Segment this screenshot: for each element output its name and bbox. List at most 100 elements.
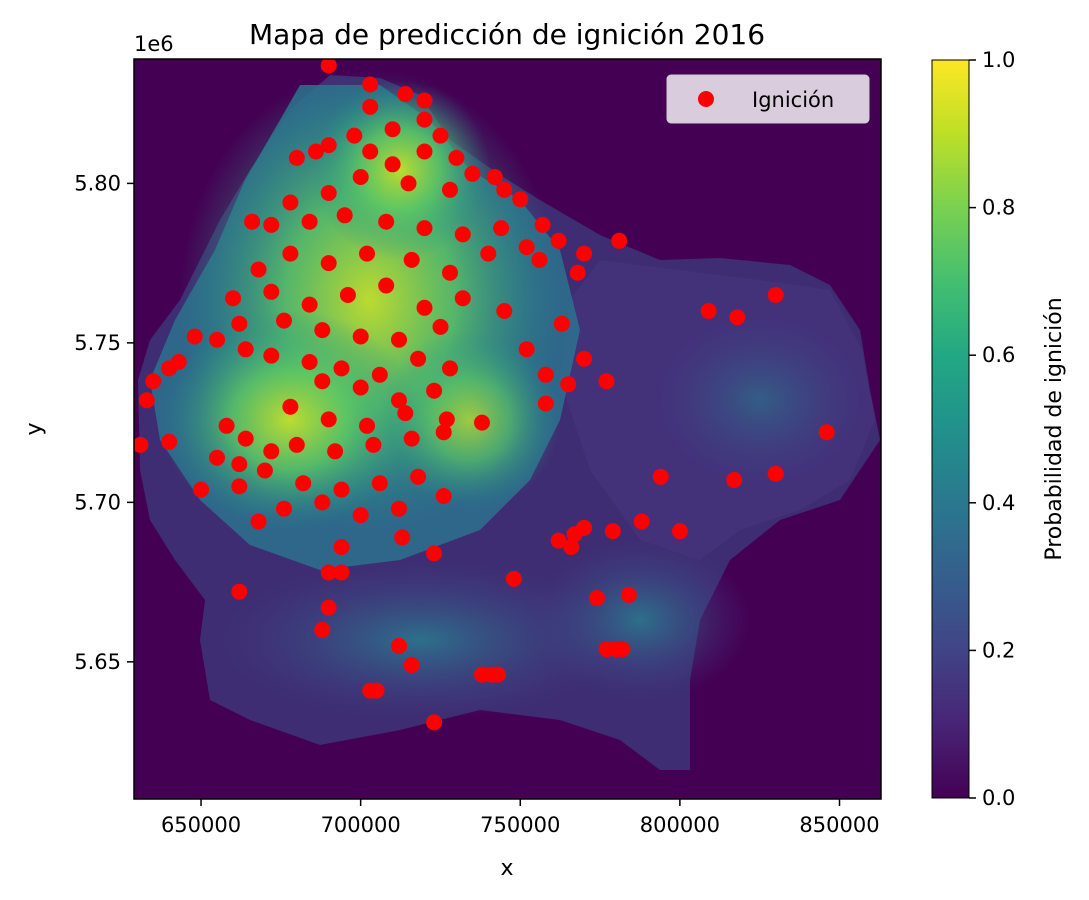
- ignition-point: [237, 341, 254, 358]
- ignition-point: [391, 637, 407, 654]
- ignition-point: [432, 127, 449, 144]
- ignition-point: [518, 239, 535, 256]
- ignition-point: [550, 532, 567, 549]
- ignition-point: [378, 213, 395, 230]
- ignition-point: [384, 156, 401, 173]
- ignition-point: [496, 181, 513, 198]
- legend-marker: [698, 91, 714, 107]
- ignition-point: [611, 232, 628, 249]
- ignition-point: [400, 175, 417, 192]
- y-tick-label: 5.80: [74, 171, 121, 195]
- ignition-point: [161, 433, 178, 450]
- ignition-point: [352, 507, 369, 524]
- colorbar-tick-label: 0.6: [982, 343, 1015, 367]
- ignition-point: [384, 121, 401, 138]
- y-axis-label: y: [22, 422, 47, 435]
- ignition-point: [263, 283, 280, 300]
- ignition-point: [333, 360, 350, 377]
- ignition-point: [403, 251, 420, 268]
- x-tick-label: 650000: [161, 813, 241, 837]
- ignition-point: [193, 481, 209, 498]
- ignition-point: [505, 570, 522, 587]
- ignition-point: [569, 264, 586, 281]
- ignition-point: [671, 523, 688, 540]
- ignition-point: [416, 220, 433, 237]
- ignition-point: [480, 245, 497, 262]
- ignition-point: [352, 379, 369, 396]
- ignition-point: [231, 478, 248, 495]
- ignition-point: [333, 481, 350, 498]
- ignition-point: [474, 414, 490, 431]
- ignition-point: [531, 251, 548, 268]
- ignition-point: [534, 216, 551, 233]
- ignition-point: [362, 76, 379, 93]
- ignition-point: [426, 545, 443, 562]
- ignition-point: [652, 468, 669, 485]
- colorbar-tick-label: 0.2: [982, 638, 1015, 662]
- ignition-point: [391, 392, 407, 409]
- ignition-point: [550, 232, 567, 249]
- ignition-point: [327, 443, 344, 460]
- ignition-point: [496, 303, 513, 319]
- y-tick-label: 5.70: [74, 490, 121, 514]
- ignition-point: [320, 411, 337, 428]
- ignition-point: [560, 376, 577, 393]
- ignition-point: [276, 500, 292, 517]
- ignition-point: [231, 583, 248, 600]
- ignition-point: [288, 436, 305, 453]
- ignition-point: [767, 465, 784, 482]
- ignition-point: [320, 137, 337, 154]
- ignition-point: [563, 539, 580, 555]
- ignition-point: [486, 169, 503, 185]
- ignition-point: [288, 149, 305, 166]
- ignition-point: [352, 169, 369, 185]
- ignition-point: [320, 59, 337, 74]
- axes-frame: [133, 58, 882, 800]
- ignition-point: [371, 475, 388, 492]
- ignition-point: [442, 360, 458, 377]
- ignition-point: [448, 149, 465, 166]
- ignition-point: [250, 261, 267, 278]
- ignition-point: [314, 373, 331, 390]
- colorbar: 0.0 0.2 0.4 0.6 0.8 1.0 Probabilidad de ignic…: [931, 48, 1067, 810]
- ignition-point: [320, 599, 337, 616]
- ignition-point: [359, 245, 375, 262]
- ignition-point: [314, 494, 331, 511]
- ignition-point: [518, 341, 535, 358]
- ignition-point: [346, 127, 363, 144]
- ignition-point: [170, 354, 187, 370]
- ignition-point: [566, 526, 583, 543]
- colorbar-gradient: [931, 59, 970, 799]
- ignition-point: [362, 143, 379, 160]
- legend-label: Ignición: [752, 88, 834, 112]
- ignition-point: [263, 443, 280, 460]
- ignition-point: [209, 331, 225, 348]
- colorbar-tick-label: 0.4: [982, 491, 1015, 515]
- ignition-point: [301, 354, 318, 370]
- x-axis-label: x: [500, 856, 513, 881]
- ignition-point: [336, 207, 353, 224]
- ignition-point: [314, 621, 331, 638]
- ignition-point: [231, 315, 248, 332]
- heatmap-south-1: [220, 560, 620, 720]
- ignition-point: [416, 299, 433, 316]
- ignition-point: [493, 220, 510, 237]
- ignition-point: [394, 529, 411, 546]
- x-tick-label: 850000: [799, 813, 879, 837]
- ignition-point: [244, 213, 261, 230]
- ignition-point: [416, 92, 433, 109]
- ignition-point: [339, 287, 356, 303]
- ignition-point: [416, 111, 433, 128]
- ignition-point: [333, 539, 350, 555]
- ignition-point: [145, 373, 162, 390]
- x-tick-label: 750000: [480, 813, 560, 837]
- colorbar-label: Probabilidad de ignición: [1042, 297, 1067, 560]
- x-axis-ticks: 650000 700000 750000 800000 850000: [161, 799, 880, 837]
- legend: Ignición: [666, 74, 870, 124]
- ignition-point: [454, 226, 471, 243]
- ignition-point: [700, 303, 717, 319]
- ignition-point: [442, 264, 458, 281]
- heatmap-east-1: [650, 310, 870, 490]
